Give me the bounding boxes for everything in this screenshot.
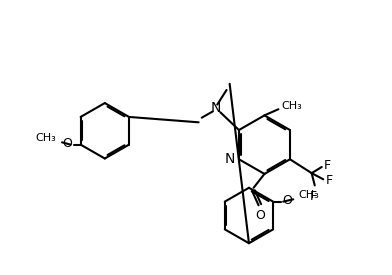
Text: CH₃: CH₃ (281, 101, 302, 111)
Text: CH₃: CH₃ (298, 191, 319, 200)
Text: O: O (62, 138, 72, 150)
Text: O: O (255, 209, 265, 222)
Text: F: F (324, 159, 331, 172)
Text: CH₃: CH₃ (35, 133, 56, 144)
Text: N: N (225, 152, 235, 166)
Text: F: F (310, 190, 317, 203)
Text: O: O (282, 194, 292, 207)
Text: F: F (326, 174, 333, 187)
Text: N: N (211, 101, 221, 115)
